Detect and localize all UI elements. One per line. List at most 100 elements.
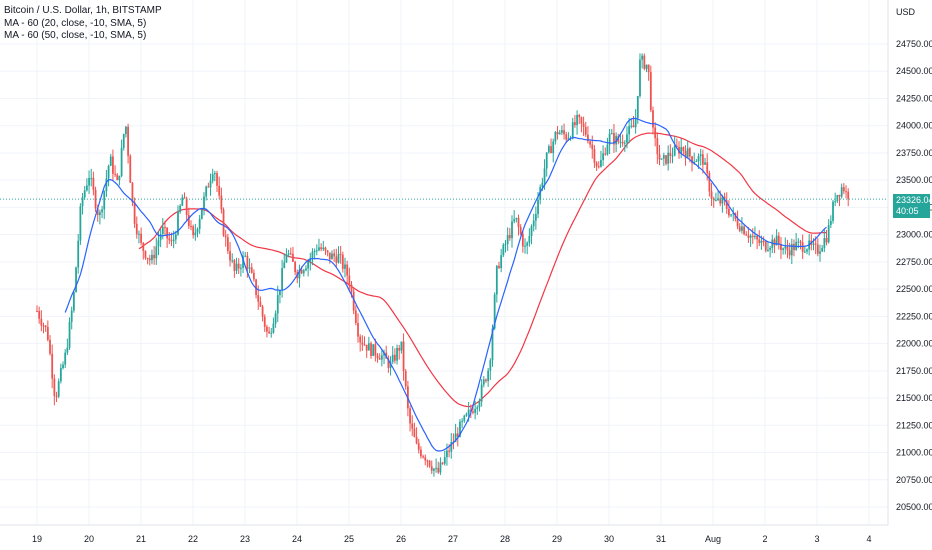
candle-body [825,238,828,243]
ma50-legend[interactable]: MA - 60 (50, close, -10, SMA, 5) [4,30,147,41]
candle-body [493,294,496,329]
candle-body [584,126,587,135]
candle-body [448,450,451,452]
candle-body [68,321,71,348]
candle-body [556,132,559,135]
candle-body [244,255,247,257]
candle-body [751,235,754,238]
candle-body [786,246,789,251]
candle-body [151,254,153,261]
candle-body [634,118,637,128]
candle-body [92,177,95,190]
candle-body [498,265,500,268]
candle-body [148,258,151,261]
candle-body [51,353,54,379]
candle-body [125,126,127,135]
candle-body [838,194,841,197]
candle-body [422,456,424,458]
candle-body [220,195,223,210]
ma20-line [64,117,827,452]
candle-body [298,269,301,279]
candle-body [571,122,574,138]
candle-body [797,241,800,243]
candle-body [222,209,225,236]
candle-body [205,186,208,197]
price-axis[interactable]: 20500.00 20750.00 21000.00 21250.00 21500.00… [896,39,932,512]
chart-legend: Bitcoin / U.S. Dollar, 1h, BITSTAMP MA -… [4,5,162,43]
candle-body [441,462,444,464]
candle-body [324,247,327,251]
candle-body [743,226,745,235]
symbol-title[interactable]: Bitcoin / U.S. Dollar, 1h, BITSTAMP [4,5,162,16]
candle-body [485,379,487,382]
candle-body [725,200,728,209]
candle-body [144,250,147,258]
candle-body [400,341,403,351]
candle-body [576,115,578,126]
candle-body [474,408,477,413]
time-tick-label: 20 [84,534,94,544]
candle-body [359,336,362,343]
candle-body [354,310,357,323]
candle-body [185,198,188,215]
candle-body [224,235,227,238]
candle-body [467,409,470,414]
candle-body [773,239,776,246]
candle-body [495,265,498,295]
price-tick-label: 23500.00 [896,175,932,185]
candle-body [233,260,236,271]
candle-body [504,244,507,246]
candle-body [218,185,221,196]
currency-label: USD [896,7,916,17]
candle-body [320,247,323,250]
candle-body [42,325,45,327]
candle-body [40,318,43,326]
price-tick-label: 22000.00 [896,339,932,349]
candle-body [662,155,665,159]
candle-body [283,262,286,269]
candle-body [639,59,641,96]
candle-body [239,267,242,269]
time-tick-label: 24 [292,534,302,544]
candle-body [756,235,759,240]
candle-body [138,233,140,235]
candle-body [521,234,524,247]
candle-body [593,149,596,163]
candle-body [829,220,832,225]
candle-body [378,358,381,360]
candle-body [376,355,379,359]
candle-body [263,316,266,327]
candle-body [693,161,696,164]
candle-body [456,433,459,437]
candle-body [135,223,138,235]
candle-body [361,342,364,345]
candle-body [697,156,700,162]
ma20-legend[interactable]: MA - 60 (20, close, -10, SMA, 5) [4,17,147,29]
candle-body [350,284,353,292]
candle-body [46,327,49,340]
candle-body [678,146,680,154]
candle-body [560,130,563,133]
candle-body [428,460,431,467]
candle-body [352,291,355,311]
candle-body [426,460,429,462]
candle-body [595,162,598,167]
candle-body [81,197,84,207]
candle-body [279,290,281,296]
candle-body [365,344,368,351]
candle-body [194,232,197,236]
candle-body [754,235,756,238]
candle-body [780,243,782,250]
candle-body [806,249,808,252]
time-axis[interactable]: 19 20 21 22 23 24 25 26 27 28 29 30 31 Aug 2 3 4 [32,534,872,544]
candle-body [77,240,80,268]
price-tick-label: 21250.00 [896,420,932,430]
candle-body [528,236,531,243]
candle-body [203,196,205,210]
candle-body [266,326,268,332]
candle-body [764,241,767,251]
candle-body [216,173,218,186]
candle-body [159,233,162,241]
candle-body [252,272,255,280]
